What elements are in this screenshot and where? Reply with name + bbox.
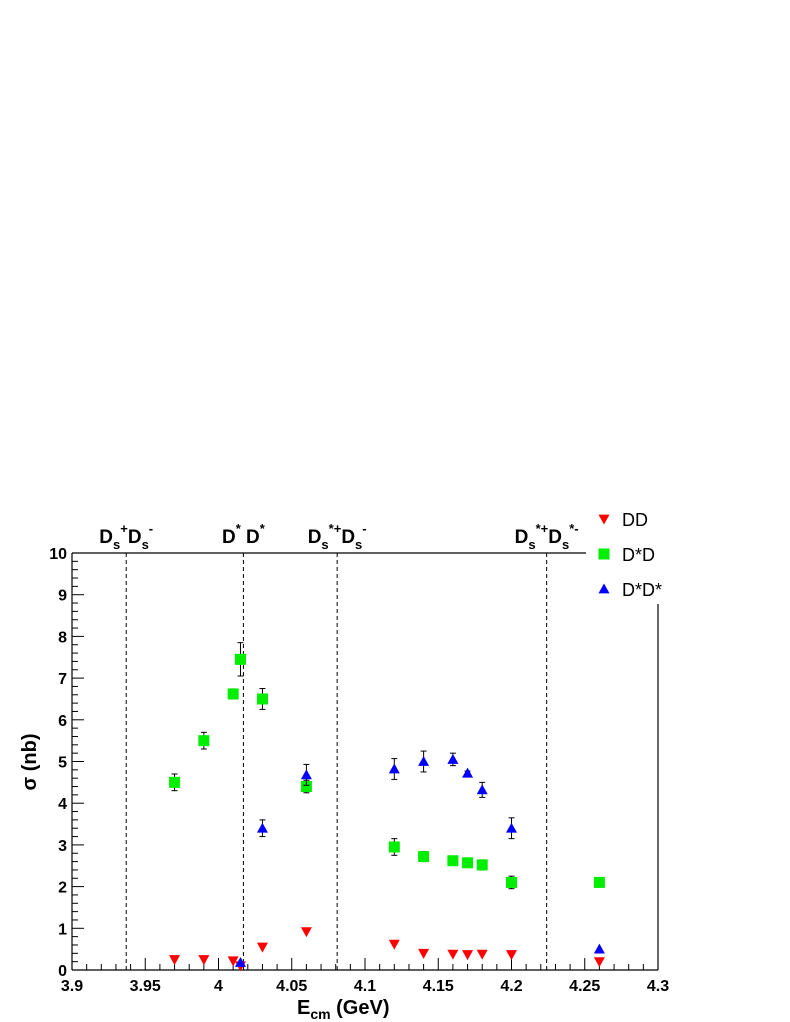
- data-point: [388, 939, 400, 950]
- data-point: [418, 756, 430, 766]
- x-tick-label: 3.95: [130, 978, 161, 995]
- y-axis-title: σ (nb): [19, 734, 41, 791]
- data-point: [300, 781, 312, 793]
- x-tick-label: 4.25: [569, 978, 600, 995]
- y-tick-label: 10: [49, 546, 67, 563]
- y-tick-label: 2: [58, 880, 67, 897]
- data-point: [169, 955, 181, 966]
- threshold-label: Ds+Ds-: [99, 521, 153, 552]
- threshold-label: Ds*+Ds*-: [515, 521, 579, 552]
- data-point: [506, 950, 517, 961]
- y-tick-label: 7: [58, 671, 67, 688]
- y-tick-label: 1: [58, 921, 67, 938]
- data-point: [462, 950, 474, 961]
- threshold-lines: Ds+Ds- D* D* Ds*+Ds- Ds*+Ds*-: [99, 521, 579, 970]
- data-point: [256, 822, 268, 833]
- threshold-label: Ds*+Ds-: [308, 521, 367, 552]
- plot-frame: [71, 552, 659, 971]
- data-point: [476, 859, 488, 871]
- data-point: [198, 735, 210, 747]
- data-point: [418, 948, 430, 959]
- x-tick-label: 4.05: [276, 978, 307, 995]
- x-tick-label: 4: [214, 978, 223, 995]
- data-point: [593, 943, 605, 954]
- data-point: [476, 949, 488, 960]
- data-point: [300, 769, 312, 780]
- legend: DD D*D D*D*: [598, 510, 662, 600]
- data-point: [234, 653, 246, 665]
- data-point: [198, 955, 210, 966]
- legend-marker: [598, 548, 610, 560]
- x-tick-label: 4.1: [354, 978, 376, 995]
- data-point: [506, 822, 517, 833]
- series-dstardstar: [234, 750, 605, 967]
- data-point: [447, 855, 459, 867]
- y-tick-label: 3: [58, 838, 67, 855]
- data-point: [593, 957, 605, 968]
- y-tick-label: 4: [58, 796, 67, 813]
- data-point: [462, 857, 474, 869]
- x-tick-label: 4.2: [500, 978, 522, 995]
- data-point: [447, 753, 459, 764]
- legend-label: DD: [622, 510, 648, 530]
- x-tick-label: 4.15: [423, 978, 454, 995]
- data-point: [256, 942, 268, 953]
- legend-marker: [598, 514, 610, 525]
- y-tick-label: 8: [58, 629, 67, 646]
- legend-label: D*D: [622, 545, 655, 565]
- axis-ticks: 3.9 3.95 4 4.05 4.1 4.15 4.2 4.25 4.3 0 1 2 3 4 5 6 7 8 9 1…: [49, 546, 669, 995]
- data-point: [234, 956, 246, 967]
- y-tick-label: 0: [58, 963, 67, 980]
- data-point: [300, 927, 312, 938]
- data-point: [169, 776, 181, 788]
- legend-marker: [598, 583, 610, 594]
- data-point: [593, 876, 605, 888]
- series-dstard: [169, 642, 605, 890]
- data-point: [418, 851, 430, 863]
- data-point: [506, 876, 517, 888]
- threshold-label: D* D*: [222, 521, 266, 548]
- y-tick-label: 5: [58, 755, 67, 772]
- data-point: [476, 784, 488, 795]
- data-point: [447, 949, 459, 960]
- data-point: [388, 763, 400, 774]
- series-dd: [169, 927, 605, 972]
- x-axis-title: Ecm (GeV): [297, 997, 389, 1022]
- data-point: [227, 688, 239, 700]
- x-tick-label: 4.3: [647, 978, 669, 995]
- data-point: [462, 767, 474, 778]
- x-tick-label: 3.9: [61, 978, 83, 995]
- data-point: [227, 956, 239, 967]
- y-tick-label: 6: [58, 713, 67, 730]
- legend-label: D*D*: [622, 580, 662, 600]
- y-tick-label: 9: [58, 588, 67, 605]
- data-points: [169, 642, 605, 972]
- data-point: [388, 841, 400, 853]
- data-point: [256, 693, 268, 705]
